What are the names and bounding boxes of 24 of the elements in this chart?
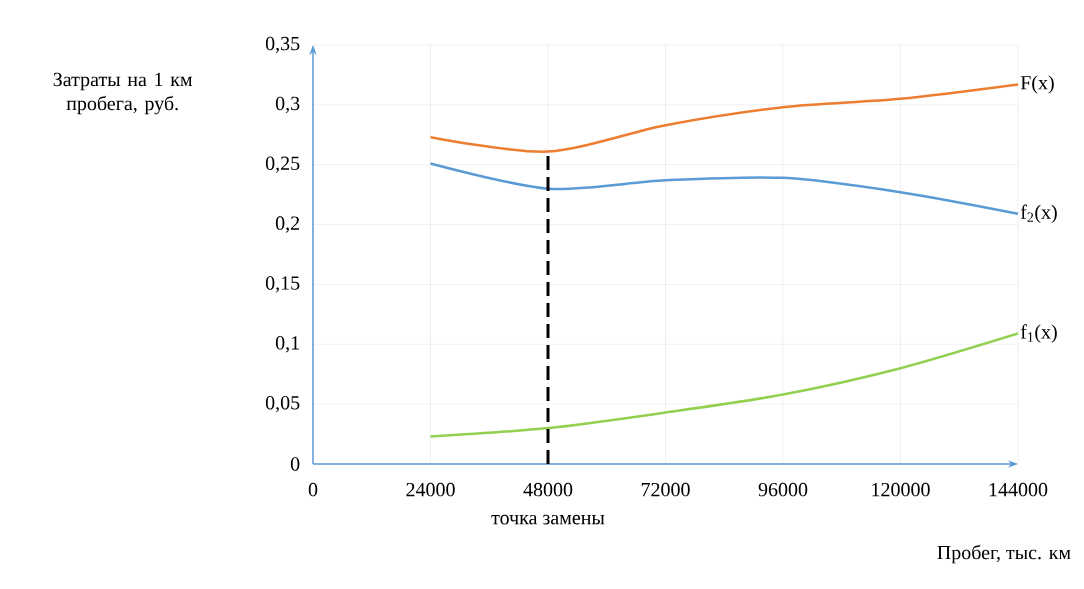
series-label: f$_{1}$(x) [1020, 324, 1057, 343]
line-series [429, 332, 1020, 438]
y-tick-label: 0,05 [265, 395, 300, 413]
y-tick-label: 0,15 [265, 276, 300, 293]
series-label: F(x) [1020, 75, 1054, 94]
y-tick-label: 0 [290, 457, 300, 471]
x-tick-label: 48000 [523, 482, 573, 497]
y-tick-label: 0,3 [275, 96, 300, 114]
x-axis-title: Пробег, тыс. км [937, 544, 1071, 564]
x-tick-label: 0 [308, 482, 318, 497]
x-tick-label: 96000 [758, 482, 808, 497]
x-tick-label: 24000 [406, 482, 455, 497]
y-tick-label: 0,1 [275, 336, 299, 353]
y-tick-label: 0,35 [265, 36, 300, 54]
ref-line-label: точка замены [491, 514, 605, 525]
line-series [429, 83, 1020, 153]
y-axis-title: Затраты на 1 км пробега, руб. [53, 72, 193, 115]
series-label: f$_{2}$(x) [1020, 204, 1057, 223]
x-tick-label: 120000 [872, 482, 930, 497]
y-tick-label: 0,2 [275, 216, 300, 233]
y-tick-label: 0,25 [265, 156, 300, 173]
line-series [429, 162, 1020, 216]
x-tick-label: 72000 [641, 482, 690, 497]
x-tick-label: 144000 [989, 482, 1048, 497]
